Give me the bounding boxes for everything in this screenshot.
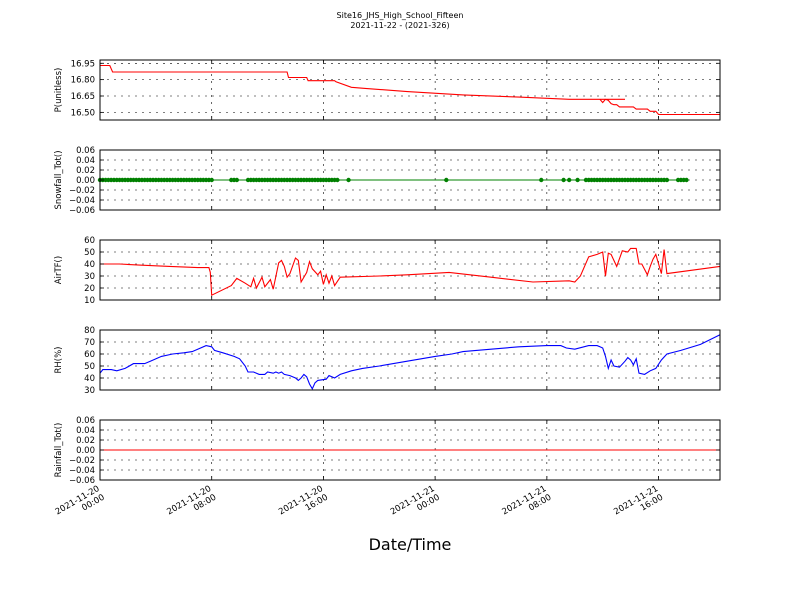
y-tick-label: 60 (84, 236, 95, 246)
y-axis-label: Rainfall_Tot() (54, 423, 64, 478)
data-point (335, 177, 340, 183)
subplot-4: 30 40 50 60 70 80 RH(%) (54, 326, 721, 396)
x-axis-label: Date/Time (369, 535, 452, 554)
subplot-2: −0.06−0.04−0.020.000.020.040.06 Snowfall_… (54, 146, 721, 216)
axes-frame (99, 329, 721, 391)
axes-frame (99, 239, 721, 301)
data-point (575, 177, 580, 183)
y-tick-label: 20 (84, 284, 95, 294)
chart-subtitle: 2021-11-22 - (2021-326) (350, 21, 450, 30)
data-point (566, 177, 572, 183)
x-tick-label: 2021-11-2100:00 (389, 484, 442, 526)
y-tick-label: 30 (84, 272, 95, 282)
data-point (684, 177, 689, 183)
y-tick-label: 0.06 (76, 416, 95, 426)
y-tick-label: −0.06 (69, 476, 95, 486)
y-tick-label: −0.04 (69, 196, 95, 206)
y-tick-label: −0.04 (69, 466, 95, 476)
series-line (99, 334, 721, 390)
y-tick-label: 16.50 (71, 108, 95, 118)
y-axis-label: Snowfall_Tot() (54, 150, 64, 209)
y-axis-label: RH(%) (54, 346, 64, 373)
y-tick-label: 0.06 (76, 146, 95, 156)
y-tick-label: 0.00 (76, 176, 95, 186)
x-tick-label: 2021-11-2108:00 (501, 484, 554, 526)
data-point (664, 177, 670, 183)
subplot-3: 10 20 30 40 50 60 AirTF() (54, 236, 721, 306)
y-tick-label: 0.04 (76, 156, 95, 166)
data-point (539, 177, 544, 183)
y-tick-label: 30 (84, 386, 95, 396)
chart-title: Site16_JHS_High_School_Fifteen (336, 11, 464, 20)
y-tick-label: 0.00 (76, 446, 95, 456)
y-tick-label: 16.95 (71, 59, 95, 69)
series-line (100, 64, 720, 116)
y-tick-label: −0.02 (69, 186, 95, 196)
y-tick-label: 50 (84, 248, 95, 258)
data-point (234, 177, 240, 183)
y-tick-label: 10 (84, 296, 95, 306)
y-tick-label: 16.65 (71, 92, 95, 102)
x-tick-label: 2021-11-2116:00 (612, 484, 665, 526)
data-point (444, 177, 449, 183)
y-tick-label: 60 (84, 350, 95, 360)
y-tick-label: 16.80 (71, 76, 95, 86)
y-axis-label: AirTF() (54, 256, 64, 284)
x-tick-label: 2021-11-2008:00 (165, 484, 218, 526)
y-tick-label: 50 (84, 362, 95, 372)
y-axis-label: P(unitless) (54, 68, 64, 113)
y-tick-label: 0.02 (76, 436, 95, 446)
y-tick-label: −0.06 (69, 206, 95, 216)
x-tick-label: 2021-11-2000:00 (54, 484, 107, 526)
y-tick-label: 80 (84, 326, 95, 336)
y-tick-label: 70 (84, 338, 95, 348)
x-tick-label: 2021-11-2016:00 (277, 484, 330, 526)
axes-frame (99, 59, 721, 121)
y-tick-label: 40 (84, 374, 95, 384)
data-point (561, 177, 566, 183)
y-tick-label: 0.02 (76, 166, 95, 176)
y-tick-label: 0.04 (76, 426, 95, 436)
subplot-5: −0.06−0.04−0.020.000.020.040.06 Rainfall_… (54, 416, 721, 486)
data-point (346, 177, 351, 183)
data-point (209, 177, 214, 183)
series-line (100, 247, 721, 297)
y-tick-label: 40 (84, 260, 95, 270)
subplot-1: 16.50 16.65 16.80 16.95 P(unitless) (54, 59, 721, 121)
y-tick-label: −0.02 (69, 456, 95, 466)
